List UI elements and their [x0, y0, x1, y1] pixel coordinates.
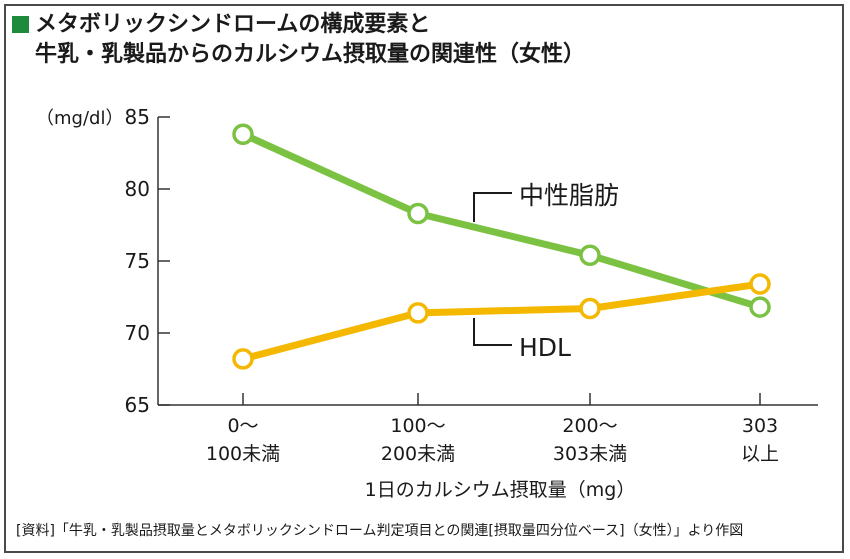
series-label-1: 中性脂肪: [519, 181, 619, 210]
data-point: [232, 348, 254, 370]
y-tick-label: 75: [125, 249, 150, 273]
y-tick-label: 85: [125, 105, 150, 129]
data-point: [749, 273, 771, 295]
series-label-2: HDL: [519, 333, 571, 362]
title-line-1: メタボリックシンドロームの構成要素と: [35, 12, 431, 37]
data-point: [407, 302, 429, 324]
x-tick-label: 200〜: [562, 415, 617, 437]
x-tick-label: 100〜: [390, 415, 445, 437]
data-point: [407, 202, 429, 225]
callout-line-2: [473, 318, 512, 346]
x-tick-label: 303: [742, 415, 778, 437]
y-axis-label: （mg/dl）: [36, 108, 123, 129]
y-tick-label: 65: [125, 393, 150, 417]
data-point: [749, 296, 771, 318]
x-axis-label: 1日のカルシウム摂取量（mg）: [365, 479, 636, 501]
source-note: [資料]「牛乳・乳製品摂取量とメタボリックシンドローム判定項目との関連[摂取量四…: [16, 523, 744, 539]
series-line-1: [239, 130, 764, 311]
data-point: [232, 123, 254, 146]
series-line-2: [239, 280, 764, 363]
chart-frame: [4, 4, 844, 553]
y-tick-label: 80: [125, 177, 150, 201]
y-tick-label: 70: [125, 321, 150, 345]
x-tick-label: 以上: [741, 443, 779, 465]
x-tick-label: 0〜: [227, 415, 258, 437]
x-tick-label: 100未満: [206, 443, 280, 465]
x-tick-label: 303未満: [553, 443, 627, 465]
title-line-2: 牛乳・乳製品からのカルシウム摂取量の関連性（女性）: [35, 42, 586, 67]
x-tick-label: 200未満: [381, 443, 455, 465]
title-square-icon: [12, 16, 29, 33]
chart-title: メタボリックシンドロームの構成要素と 牛乳・乳製品からのカルシウム摂取量の関連性…: [12, 10, 585, 70]
data-point: [579, 297, 601, 320]
callout-line-1: [473, 192, 512, 222]
data-point: [579, 244, 601, 266]
